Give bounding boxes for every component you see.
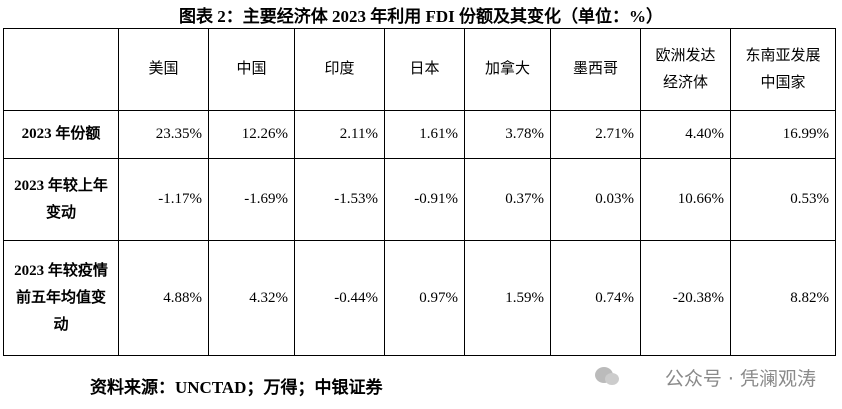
watermark-icon <box>595 367 619 385</box>
cell: 0.97% <box>384 240 465 356</box>
header-cell: 美国 <box>118 28 209 111</box>
cell: 3.78% <box>464 110 551 159</box>
header-cell: 加拿大 <box>464 28 551 111</box>
cell: 2.11% <box>294 110 385 159</box>
cell: 0.53% <box>730 158 836 241</box>
cell: 16.99% <box>730 110 836 159</box>
header-cell: 欧洲发达经济体 <box>640 28 731 111</box>
row: 2023 年较上年变动 -1.17% -1.69% -1.53% -0.91% 0.37%… <box>3 158 836 241</box>
cell: 10.66% <box>640 158 731 241</box>
header-cell: 中国 <box>208 28 295 111</box>
row-label: 2023 年较上年变动 <box>3 158 119 241</box>
cell: 0.74% <box>550 240 641 356</box>
header-cell: 墨西哥 <box>550 28 641 111</box>
cell: -1.53% <box>294 158 385 241</box>
table: 美国 中国 印度 日本 加拿大 墨西哥 欧洲发达经济体 东南亚发展中国家 2023 年份额 23.… <box>3 28 836 356</box>
cell: 1.59% <box>464 240 551 356</box>
cell: 4.32% <box>208 240 295 356</box>
cell: -20.38% <box>640 240 731 356</box>
corner-cell <box>3 28 119 111</box>
header-row: 美国 中国 印度 日本 加拿大 墨西哥 欧洲发达经济体 东南亚发展中国家 <box>3 28 836 111</box>
source: 资料来源：UNCTAD；万得；中银证券 <box>90 378 383 397</box>
cell: 2.71% <box>550 110 641 159</box>
cell: 12.26% <box>208 110 295 159</box>
cell: 0.03% <box>550 158 641 241</box>
cell: -0.44% <box>294 240 385 356</box>
cell: 1.61% <box>384 110 465 159</box>
header-cell: 日本 <box>384 28 465 111</box>
cell: 8.82% <box>730 240 836 356</box>
cell: -1.69% <box>208 158 295 241</box>
row-label: 2023 年较疫情前五年均值变动 <box>3 240 119 356</box>
row-label: 2023 年份额 <box>3 110 119 159</box>
row: 2023 年较疫情前五年均值变动 4.88% 4.32% -0.44% 0.97% 1.5… <box>3 240 836 356</box>
cell: 0.37% <box>464 158 551 241</box>
title: 图表 2：主要经济体 2023 年利用 FDI 份额及其变化（单位：%） <box>178 7 664 26</box>
cell: 4.40% <box>640 110 731 159</box>
cell: 4.88% <box>118 240 209 356</box>
cell: -0.91% <box>384 158 465 241</box>
row: 2023 年份额 23.35% 12.26% 2.11% 1.61% 3.78% 2.71%… <box>3 110 836 159</box>
watermark: 公众号 · 凭澜观涛 <box>664 368 816 390</box>
cell: 23.35% <box>118 110 209 159</box>
header-cell: 东南亚发展中国家 <box>730 28 836 111</box>
header-cell: 印度 <box>294 28 385 111</box>
cell: -1.17% <box>118 158 209 241</box>
